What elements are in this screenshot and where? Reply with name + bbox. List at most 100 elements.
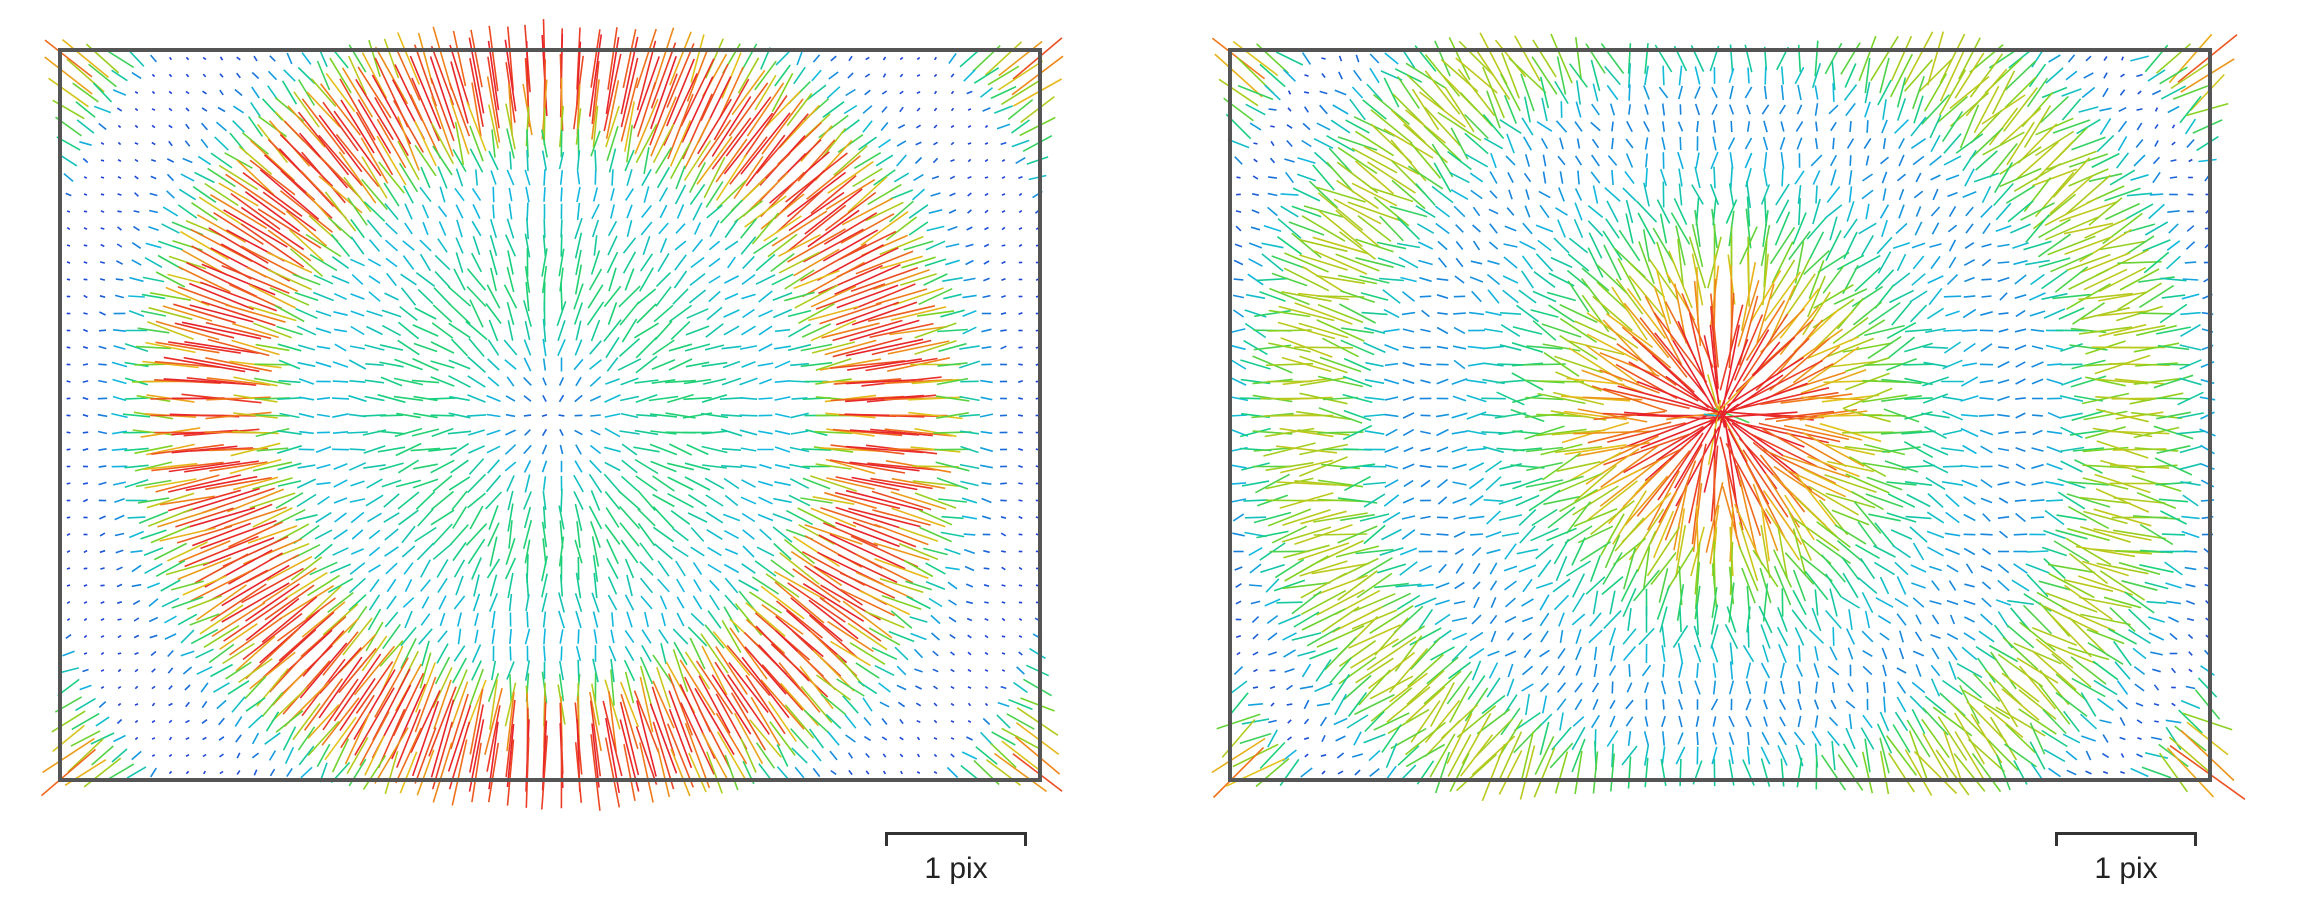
- residual-vector: [1638, 241, 1655, 284]
- residual-vector: [1734, 503, 1763, 566]
- residual-vector: [1620, 569, 1639, 602]
- residual-vector: [1723, 324, 1740, 405]
- residual-vector: [1277, 218, 1302, 239]
- residual-vector: [654, 147, 673, 174]
- residual-vector: [1864, 610, 1871, 629]
- residual-vector: [784, 291, 815, 302]
- residual-vector: [236, 770, 241, 775]
- residual-vector: [1556, 56, 1567, 95]
- residual-vector: [848, 507, 921, 528]
- residual-vector: [185, 736, 190, 741]
- residual-vector: [251, 732, 260, 745]
- residual-vector: [523, 460, 532, 473]
- residual-vector: [133, 210, 140, 213]
- residual-vector: [1466, 447, 1487, 452]
- residual-vector: [1949, 701, 1990, 742]
- residual-vector: [1592, 83, 1599, 102]
- residual-vector: [137, 327, 170, 334]
- residual-vector: [2150, 651, 2163, 656]
- residual-vector: [1382, 289, 1401, 304]
- residual-vector: [1294, 480, 1353, 487]
- residual-vector: [560, 282, 563, 311]
- residual-vector: [2057, 491, 2086, 510]
- residual-vector: [202, 90, 207, 95]
- residual-vector: [1567, 280, 1590, 313]
- residual-vector: [829, 459, 906, 474]
- residual-vector: [1921, 412, 1950, 419]
- residual-vector: [1347, 692, 1368, 717]
- residual-vector: [1847, 682, 1854, 693]
- residual-vector: [1532, 290, 1557, 303]
- residual-vector: [855, 250, 914, 275]
- residual-vector: [1696, 663, 1699, 678]
- residual-vector: [1486, 548, 1501, 555]
- residual-vector: [2030, 499, 2045, 502]
- residual-vector: [1826, 460, 1875, 473]
- residual-vector: [1627, 607, 1632, 632]
- residual-vector: [1795, 121, 1804, 132]
- residual-vector: [155, 474, 220, 493]
- residual-vector: [283, 69, 296, 82]
- residual-vector: [2030, 328, 2045, 333]
- residual-vector: [1675, 746, 1686, 765]
- residual-vector: [469, 148, 484, 173]
- residual-vector: [1234, 243, 1243, 248]
- residual-vector: [1668, 250, 1693, 309]
- residual-vector: [263, 154, 316, 201]
- residual-vector: [402, 255, 415, 270]
- residual-vector: [830, 444, 905, 455]
- residual-vector: [318, 656, 363, 719]
- residual-vector: [506, 376, 515, 387]
- residual-vector: [1762, 209, 1769, 248]
- residual-vector: [2171, 702, 2176, 707]
- residual-vector: [1796, 104, 1803, 115]
- residual-vector: [592, 187, 599, 202]
- residual-vector: [100, 210, 105, 213]
- residual-vector: [932, 650, 939, 657]
- residual-vector: [560, 234, 563, 257]
- residual-vector: [973, 67, 1000, 84]
- residual-vector: [659, 204, 668, 219]
- residual-vector: [982, 294, 991, 299]
- residual-vector: [2052, 119, 2091, 134]
- residual-vector: [1235, 634, 1242, 639]
- residual-vector: [523, 506, 532, 529]
- residual-vector: [1964, 616, 1975, 623]
- residual-vector: [83, 193, 88, 196]
- residual-vector: [806, 155, 861, 200]
- residual-vector: [1830, 121, 1837, 132]
- residual-vector: [114, 532, 125, 537]
- residual-vector: [1263, 442, 1316, 457]
- residual-vector: [1655, 268, 1672, 325]
- residual-vector: [1452, 481, 1467, 486]
- residual-vector: [589, 359, 602, 370]
- residual-vector: [132, 599, 141, 606]
- residual-vector: [1268, 309, 1311, 318]
- residual-vector: [1018, 243, 1023, 248]
- residual-vector: [1599, 352, 1660, 377]
- residual-vector: [1628, 508, 1665, 561]
- residual-vector: [689, 183, 706, 206]
- residual-vector: [950, 737, 955, 740]
- residual-vector: [505, 395, 516, 402]
- residual-vector: [779, 104, 820, 149]
- residual-vector: [574, 394, 583, 403]
- residual-vector: [1814, 137, 1819, 150]
- residual-vector: [1537, 559, 1552, 578]
- residual-vector: [328, 217, 353, 240]
- residual-vector: [620, 475, 639, 492]
- residual-vector: [1711, 86, 1718, 99]
- residual-vector: [147, 582, 160, 589]
- residual-vector: [117, 634, 122, 639]
- residual-vector: [1930, 174, 1941, 181]
- residual-vector: [608, 645, 617, 662]
- residual-vector: [1773, 465, 1826, 502]
- residual-vector: [873, 169, 896, 186]
- residual-vector: [933, 107, 938, 112]
- residual-vector: [287, 105, 326, 148]
- residual-vector: [316, 481, 331, 486]
- residual-vector: [192, 186, 217, 203]
- residual-vector: [758, 430, 773, 435]
- residual-vector: [1710, 293, 1719, 368]
- residual-vector: [1943, 155, 1962, 166]
